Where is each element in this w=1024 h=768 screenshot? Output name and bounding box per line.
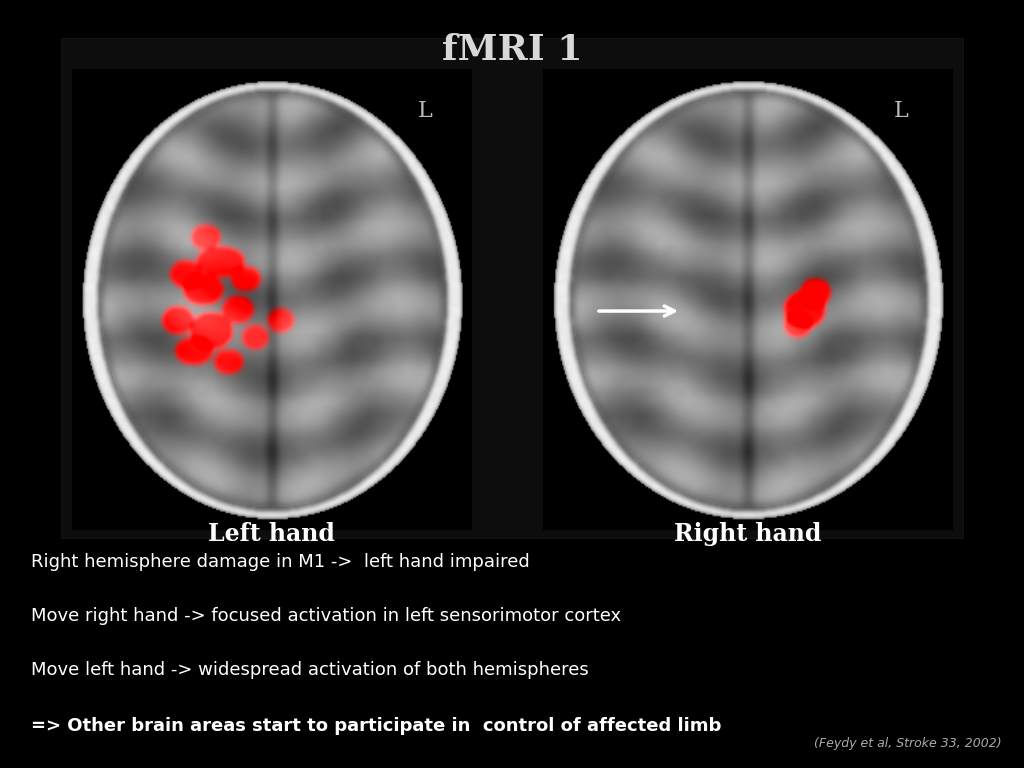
- Text: L: L: [894, 101, 908, 122]
- Text: Right hand: Right hand: [674, 522, 821, 546]
- FancyBboxPatch shape: [61, 38, 963, 538]
- Text: Move right hand -> focused activation in left sensorimotor cortex: Move right hand -> focused activation in…: [31, 607, 621, 625]
- Text: Right hemisphere damage in M1 ->  left hand impaired: Right hemisphere damage in M1 -> left ha…: [31, 553, 529, 571]
- Text: fMRI 1: fMRI 1: [441, 33, 583, 67]
- Text: L: L: [418, 101, 432, 122]
- Text: => Other brain areas start to participate in  control of affected limb: => Other brain areas start to participat…: [31, 717, 721, 735]
- Text: Left hand: Left hand: [208, 522, 335, 546]
- Text: Move left hand -> widespread activation of both hemispheres: Move left hand -> widespread activation …: [31, 660, 589, 679]
- Text: (Feydy et al, Stroke 33, 2002): (Feydy et al, Stroke 33, 2002): [814, 737, 1001, 750]
